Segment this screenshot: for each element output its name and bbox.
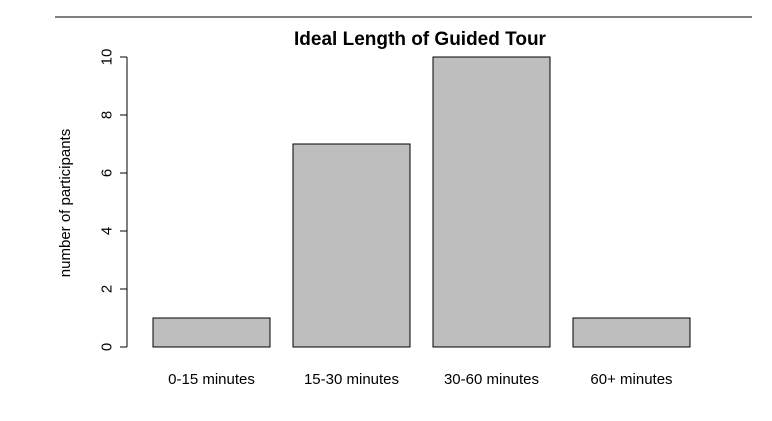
y-tick-label: 8 [99,111,116,119]
bar-1 [152,317,271,348]
x-category-label: 30-60 minutes [444,371,539,388]
y-tick-label: 10 [99,49,116,66]
bar-3 [432,56,551,348]
y-axis-label: number of participants [57,129,74,277]
y-tick-label: 0 [99,343,116,351]
y-tick-label: 4 [99,227,116,235]
y-tick-label: 6 [99,169,116,177]
y-tick-label: 2 [99,285,116,293]
bar-2 [292,143,411,348]
x-category-label: 15-30 minutes [304,371,399,388]
x-category-label: 60+ minutes [590,371,672,388]
chart-title: Ideal Length of Guided Tour [294,29,547,50]
bar-4 [572,317,691,348]
x-axis-category-labels: 0-15 minutes 15-30 minutes 30-60 minutes 60… [168,371,672,388]
x-category-label: 0-15 minutes [168,371,255,388]
y-axis: 0 2 4 6 8 10 [99,49,128,351]
bars-group [152,56,691,348]
